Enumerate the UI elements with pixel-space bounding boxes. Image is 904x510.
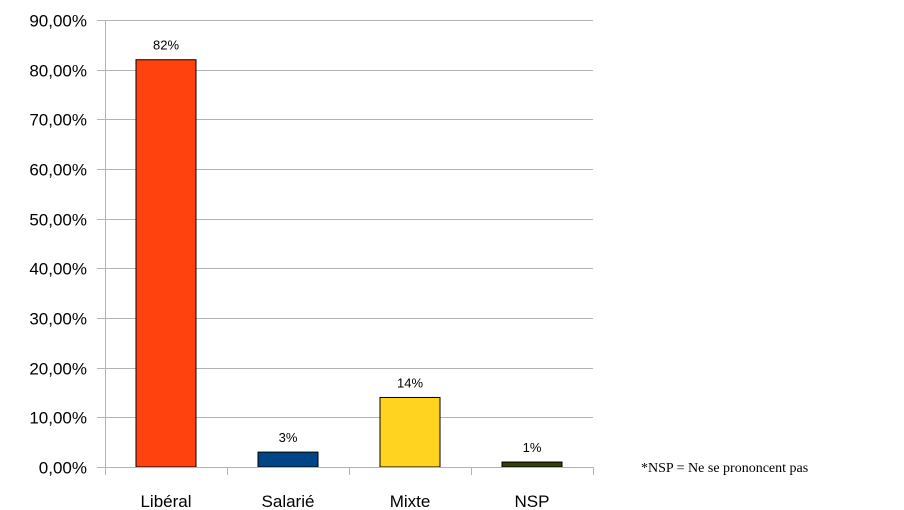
x-axis-ticks: Libéral Salarié Mixte NSP bbox=[105, 467, 594, 510]
bar-1 bbox=[257, 451, 319, 468]
y-tick-label: 80,00% bbox=[29, 62, 87, 81]
y-tick-label: 10,00% bbox=[29, 409, 87, 428]
x-tick-label: Mixte bbox=[390, 492, 431, 510]
y-tick-label: 30,00% bbox=[29, 310, 87, 329]
bars bbox=[135, 59, 563, 468]
bar-data-label: 14% bbox=[397, 375, 423, 390]
y-tick-label: 50,00% bbox=[29, 211, 87, 230]
y-tick-label: 90,00% bbox=[29, 12, 87, 31]
y-tick-label: 40,00% bbox=[29, 260, 87, 279]
bar-data-labels: 82% 3% 14% 1% bbox=[153, 38, 542, 455]
bar-data-label: 82% bbox=[153, 38, 179, 53]
x-tick-label: Libéral bbox=[140, 492, 191, 510]
y-tick-label: 60,00% bbox=[29, 161, 87, 180]
y-tick-label: 70,00% bbox=[29, 111, 87, 130]
y-tick-label: 0,00% bbox=[39, 459, 87, 478]
footnote: *NSP = Ne se prononcent pas bbox=[641, 461, 809, 476]
x-tick-label: Salarié bbox=[262, 492, 315, 510]
bar-3 bbox=[501, 461, 563, 468]
bar-data-label: 3% bbox=[279, 430, 298, 445]
bar-2 bbox=[379, 396, 441, 468]
bar-data-label: 1% bbox=[523, 440, 542, 455]
bar-0 bbox=[135, 59, 197, 468]
y-tick-label: 20,00% bbox=[29, 360, 87, 379]
y-axis-ticks: 0,00% 10,00% 20,00% 30,00% 40,00% 50,00% 60,00… bbox=[29, 12, 105, 478]
x-tick-label: NSP bbox=[515, 492, 550, 510]
